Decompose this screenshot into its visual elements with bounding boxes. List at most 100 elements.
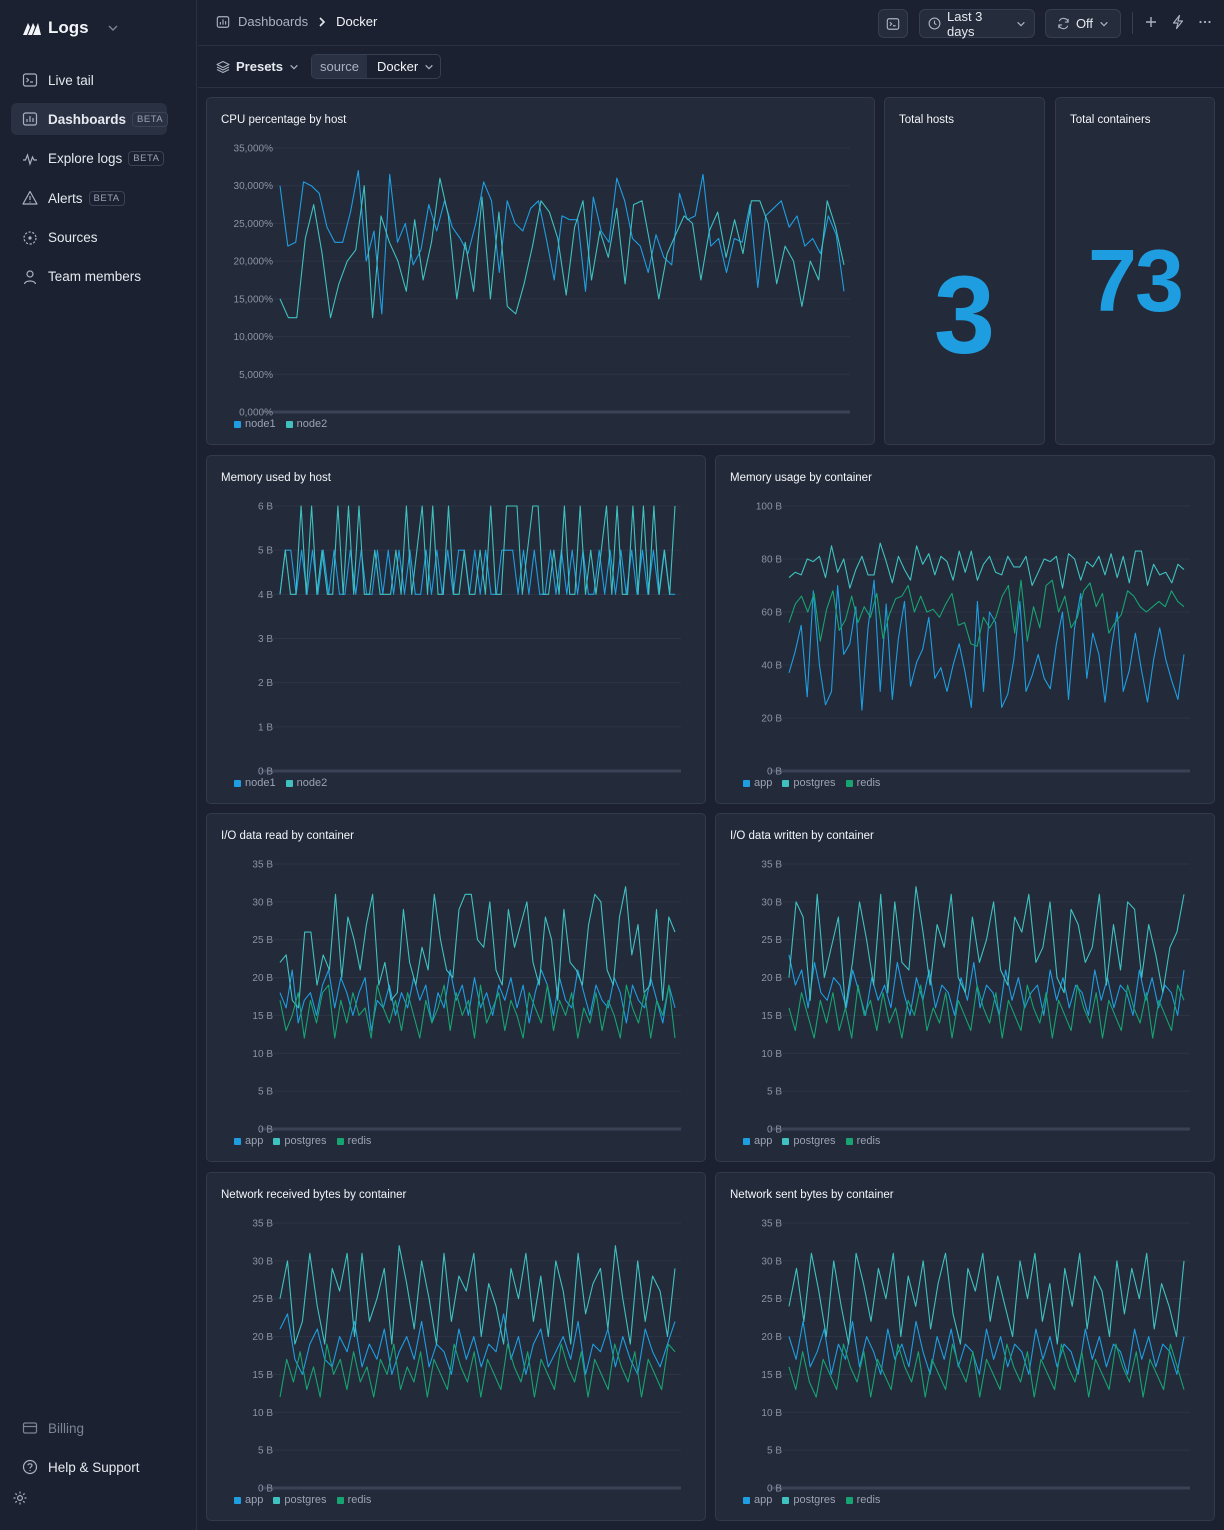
sidebar-item-label: Help & Support xyxy=(48,1459,140,1475)
presets-dropdown[interactable]: Presets xyxy=(216,59,299,74)
legend-item-redis[interactable]: redis xyxy=(845,1135,880,1147)
legend-item-postgres[interactable]: postgres xyxy=(273,1135,327,1147)
legend-item-redis[interactable]: redis xyxy=(336,1494,372,1506)
sidebar-item-label: Explore logs xyxy=(48,151,123,167)
y-tick-label: 3 B xyxy=(258,634,273,645)
legend-item-redis[interactable]: redis xyxy=(845,777,880,789)
legend-label: postgres xyxy=(284,1135,327,1147)
y-tick-label: 10 B xyxy=(761,1049,782,1060)
panel-total-containers: Total containers 73 xyxy=(1055,97,1215,445)
plus-icon[interactable] xyxy=(1143,14,1159,30)
legend-swatch xyxy=(845,779,853,787)
legend-swatch xyxy=(782,779,790,787)
legend-swatch xyxy=(234,1496,241,1504)
app-switcher[interactable]: Logs xyxy=(22,16,119,40)
legend-label: postgres xyxy=(284,1494,327,1506)
panel-title: Total containers xyxy=(1070,114,1151,126)
legend-label: node1 xyxy=(245,777,276,789)
terminal-button[interactable] xyxy=(878,9,908,38)
sidebar-item-help[interactable]: Help & Support xyxy=(11,1451,167,1490)
y-tick-label: 25,000% xyxy=(234,219,274,230)
y-tick-label: 0 B xyxy=(767,1125,782,1136)
legend-item-redis[interactable]: redis xyxy=(845,1494,880,1506)
panel-title: I/O data written by container xyxy=(730,830,874,842)
y-tick-label: 25 B xyxy=(252,1294,273,1305)
legend-item-redis[interactable]: redis xyxy=(336,1135,371,1147)
legend-item-postgres[interactable]: postgres xyxy=(782,1494,836,1506)
series-line-postgres xyxy=(788,542,1185,589)
chart-legend: node1 node2 xyxy=(234,777,327,789)
user-icon xyxy=(22,269,38,285)
lightning-icon[interactable] xyxy=(1170,14,1186,30)
filter-value[interactable]: Docker xyxy=(367,59,440,74)
y-tick-label: 0 B xyxy=(258,767,273,778)
legend-label: node2 xyxy=(296,418,328,430)
y-tick-label: 15 B xyxy=(761,1011,782,1022)
y-tick-label: 30,000% xyxy=(234,181,274,192)
y-tick-label: 6 B xyxy=(258,502,273,513)
chart-mem_container: 0 B 20 B 40 B 60 B 80 B 100 B xyxy=(756,502,1190,778)
series-line-redis xyxy=(788,984,1185,1039)
legend-item-node1[interactable]: node1 xyxy=(234,777,276,789)
chart-io_write: 0 B 5 B 10 B 15 B 20 B 25 B 30 B 35 B xyxy=(761,860,1190,1136)
sun-icon[interactable] xyxy=(13,1491,27,1505)
y-tick-label: 20 B xyxy=(252,973,273,984)
y-tick-label: 10 B xyxy=(252,1408,273,1419)
panel-title: Network sent bytes by container xyxy=(730,1189,894,1201)
y-tick-label: 80 B xyxy=(761,555,782,566)
y-tick-label: 15 B xyxy=(252,1370,273,1381)
help-circle-icon xyxy=(22,1459,38,1475)
y-tick-label: 40 B xyxy=(761,661,782,672)
legend-swatch xyxy=(234,1137,241,1145)
beta-badge: BETA xyxy=(132,111,169,127)
y-tick-label: 15 B xyxy=(252,1011,273,1022)
y-tick-label: 20,000% xyxy=(234,257,274,268)
layers-icon xyxy=(216,60,230,74)
legend-item-node2[interactable]: node2 xyxy=(285,418,328,430)
legend-item-postgres[interactable]: postgres xyxy=(782,1135,836,1147)
sidebar-item-live-tail[interactable]: Live tail xyxy=(11,64,167,96)
legend-swatch xyxy=(743,1137,750,1145)
source-filter-chip[interactable]: source Docker xyxy=(311,54,442,79)
y-tick-label: 10,000% xyxy=(234,332,274,343)
sidebar-item-team-members[interactable]: Team members xyxy=(11,261,167,293)
y-tick-label: 10 B xyxy=(252,1049,273,1060)
chevron-down-icon xyxy=(1016,19,1026,29)
activity-icon xyxy=(22,151,38,167)
legend-item-node2[interactable]: node2 xyxy=(285,777,327,789)
legend-item-app[interactable]: app xyxy=(743,1135,772,1147)
legend-label: app xyxy=(754,1135,773,1147)
y-tick-label: 20 B xyxy=(761,973,782,984)
filter-bar: Presets source Docker xyxy=(198,47,1224,88)
chevron-down-icon xyxy=(1099,19,1109,29)
legend-item-app[interactable]: app xyxy=(743,1494,772,1506)
y-tick-label: 35,000% xyxy=(234,144,274,155)
chart-legend: app postgres redis xyxy=(234,1135,371,1147)
sidebar-item-sources[interactable]: Sources xyxy=(11,222,167,254)
credit-card-icon xyxy=(22,1420,38,1436)
y-tick-label: 0 B xyxy=(258,1484,273,1495)
legend-item-node1[interactable]: node1 xyxy=(234,418,276,430)
clock-icon xyxy=(928,17,941,30)
auto-refresh-select[interactable]: Off xyxy=(1045,9,1121,38)
legend-item-app[interactable]: app xyxy=(234,1494,263,1506)
panel-title: I/O data read by container xyxy=(221,830,354,842)
legend-item-postgres[interactable]: postgres xyxy=(782,777,836,789)
filter-value-label: Docker xyxy=(377,59,419,74)
sidebar-item-explore-logs[interactable]: Explore logs BETA xyxy=(11,143,167,175)
legend-label: redis xyxy=(347,1494,372,1506)
legend-swatch xyxy=(743,779,750,787)
sidebar-item-dashboards[interactable]: Dashboards BETA xyxy=(11,103,169,136)
legend-item-app[interactable]: app xyxy=(234,1135,263,1147)
legend-item-postgres[interactable]: postgres xyxy=(273,1494,327,1506)
more-horizontal-icon[interactable] xyxy=(1197,14,1213,30)
sidebar: Logs Live tail Dashboards BETA Explore l… xyxy=(0,0,197,1530)
time-range-select[interactable]: Last 3 days xyxy=(919,9,1035,39)
sidebar-item-alerts[interactable]: Alerts BETA xyxy=(11,182,167,214)
legend-item-app[interactable]: app xyxy=(743,777,772,789)
series-line-postgres xyxy=(788,886,1185,1009)
breadcrumb-dashboards[interactable]: Dashboards xyxy=(238,14,309,29)
stat-value: 3 xyxy=(933,253,996,377)
breadcrumb: Dashboards Docker xyxy=(216,14,377,29)
sidebar-item-billing[interactable]: Billing xyxy=(11,1412,167,1451)
